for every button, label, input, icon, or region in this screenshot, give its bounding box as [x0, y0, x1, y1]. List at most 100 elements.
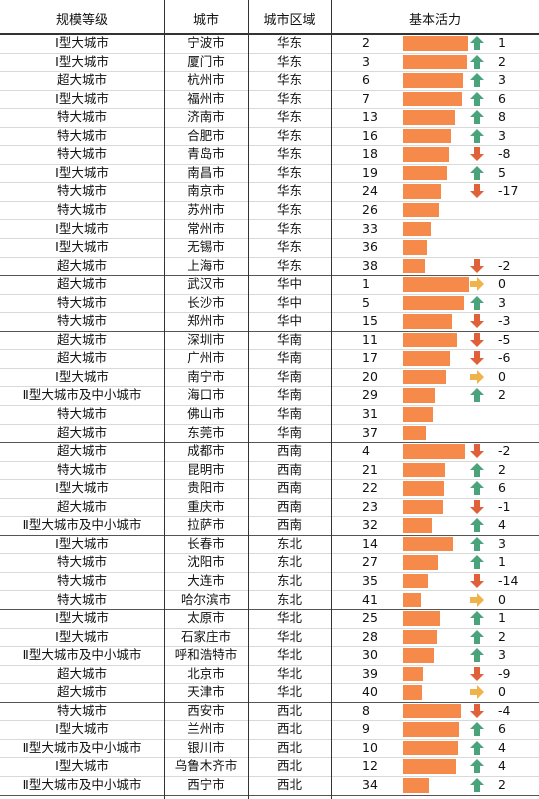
change-cell: -1 [498, 498, 511, 514]
table-row: 特大城市 济南市 华东 13 8 [0, 108, 539, 128]
table-row: Ⅰ型大城市 南昌市 华东 19 5 [0, 164, 539, 184]
change-cell: 3 [498, 72, 506, 88]
city-cell: 东莞市 [187, 424, 225, 440]
vitality-bar [403, 666, 424, 682]
size-cell: Ⅱ型大城市及中小城市 [22, 517, 142, 533]
city-cell: 广州市 [187, 350, 225, 366]
table-row: 超大城市 重庆市 西南 23 -1 [0, 498, 539, 518]
change-cell: -4 [498, 702, 511, 718]
table-row: 特大城市 苏州市 华东 26 [0, 201, 539, 221]
city-cell: 石家庄市 [180, 628, 231, 644]
size-cell: 特大城市 [56, 183, 107, 199]
city-cell: 贵阳市 [187, 480, 225, 496]
table-row: 特大城市 西安市 西北 8 -4 [0, 702, 539, 722]
rank-cell: 11 [362, 331, 378, 347]
region-cell: 华东 [276, 53, 302, 69]
region-cell: 华北 [276, 647, 302, 663]
change-cell [498, 424, 538, 443]
city-cell: 天津市 [187, 684, 225, 700]
vitality-bar [403, 425, 426, 441]
size-cell: Ⅰ型大城市 [55, 480, 109, 496]
size-cell: 超大城市 [56, 424, 107, 440]
vitality-bar [403, 703, 461, 719]
change-cell: -14 [498, 572, 519, 588]
city-cell: 无锡市 [187, 239, 225, 255]
city-cell: 济南市 [187, 109, 225, 125]
arrow-down-icon [470, 314, 484, 329]
vitality-bar [403, 629, 437, 645]
city-cell: 武汉市 [187, 276, 225, 292]
divider [164, 0, 165, 799]
arrow-down-icon [470, 332, 484, 347]
arrow-down-icon [470, 444, 484, 459]
region-cell: 华东 [276, 127, 302, 143]
table-row: 特大城市 哈尔滨市 东北 41 0 [0, 591, 539, 610]
arrow-up-icon [470, 165, 484, 180]
region-cell: 西北 [276, 777, 302, 792]
region-cell: 华东 [276, 109, 302, 125]
change-cell: -8 [498, 146, 511, 162]
size-cell: 特大城市 [56, 109, 107, 125]
city-cell: 长沙市 [187, 294, 225, 310]
header-region: 城市区域 [263, 13, 316, 28]
table-row: Ⅱ型大城市及中小城市 呼和浩特市 华北 30 3 [0, 646, 539, 666]
table-row: Ⅰ型大城市 宁波市 华东 2 1 [0, 34, 539, 54]
vitality-bar [403, 258, 425, 274]
vitality-bar [403, 759, 456, 774]
change-cell: 2 [498, 628, 506, 644]
change-cell: 3 [498, 294, 506, 310]
table-row: Ⅱ型大城市及中小城市 银川市 西北 10 4 [0, 739, 539, 759]
change-cell [498, 220, 538, 239]
city-cell: 呼和浩特市 [174, 647, 238, 663]
size-cell: Ⅰ型大城市 [55, 53, 109, 69]
region-cell: 华东 [276, 90, 302, 106]
region-cell: 华南 [276, 368, 302, 384]
region-cell: 华北 [276, 665, 302, 681]
rank-cell: 6 [362, 72, 370, 88]
size-cell: 超大城市 [56, 498, 107, 514]
table-row: 超大城市 上海市 华东 38 -2 [0, 257, 539, 277]
region-cell: 华东 [276, 164, 302, 180]
rank-cell: 14 [362, 535, 378, 551]
city-cell: 哈尔滨市 [180, 591, 231, 607]
region-cell: 西南 [276, 498, 302, 514]
change-cell: 0 [498, 591, 506, 607]
change-cell: 1 [498, 35, 506, 50]
size-cell: Ⅰ型大城市 [55, 220, 109, 236]
arrow-up-icon [470, 536, 484, 551]
region-cell: 华东 [276, 72, 302, 88]
rank-cell: 35 [362, 572, 378, 588]
arrow-down-icon [470, 147, 484, 162]
size-cell: 特大城市 [56, 294, 107, 310]
table-row: Ⅰ型大城市 乌鲁木齐市 西北 12 4 [0, 757, 539, 777]
arrow-right-icon [470, 592, 484, 607]
table-row: 特大城市 佛山市 华南 31 [0, 405, 539, 425]
region-cell: 西北 [276, 702, 302, 718]
size-cell: 特大城市 [56, 127, 107, 143]
city-cell: 昆明市 [187, 461, 225, 477]
size-cell: 超大城市 [56, 72, 107, 88]
vitality-bar [403, 592, 421, 607]
rank-cell: 24 [362, 183, 378, 199]
rank-cell: 1 [362, 276, 370, 292]
region-cell: 华东 [276, 146, 302, 162]
region-cell: 华中 [276, 276, 302, 292]
arrow-down-icon [470, 184, 484, 199]
change-cell: 5 [498, 164, 506, 180]
city-cell: 宁波市 [187, 35, 225, 50]
region-cell: 西南 [276, 443, 302, 459]
city-cell: 厦门市 [187, 53, 225, 69]
rank-cell: 5 [362, 294, 370, 310]
city-cell: 福州市 [187, 90, 225, 106]
table-row: Ⅰ型大城市 无锡市 华东 36 [0, 238, 539, 258]
region-cell: 华南 [276, 406, 302, 421]
city-cell: 西安市 [187, 702, 225, 718]
vitality-bar [403, 555, 438, 570]
table-row: 特大城市 大连市 东北 35 -14 [0, 572, 539, 592]
size-cell: 超大城市 [56, 276, 107, 292]
region-cell: 华东 [276, 239, 302, 255]
size-cell: 特大城市 [56, 313, 107, 329]
region-cell: 华北 [276, 610, 302, 626]
vitality-bar [403, 573, 429, 589]
vitality-bar [403, 481, 444, 496]
